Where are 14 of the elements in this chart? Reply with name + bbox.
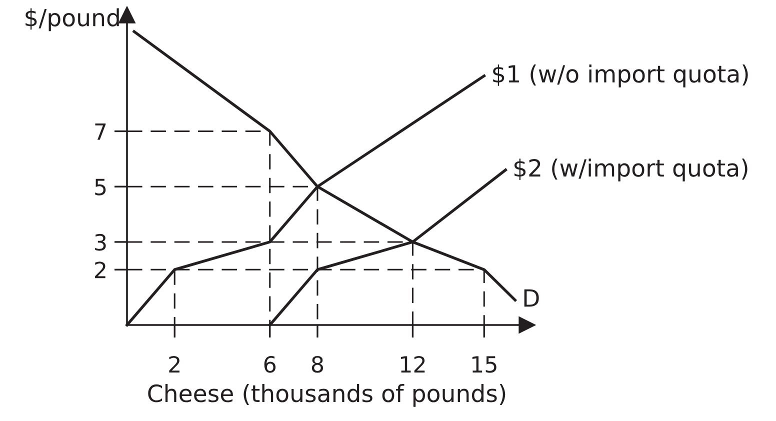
series-label: $2 (w/import quota) xyxy=(514,158,748,182)
series-label: $1 (w/o import quota) xyxy=(493,64,748,88)
x-tick-label: 8 xyxy=(312,356,324,373)
y-axis-title: $/pound xyxy=(26,8,119,32)
y-tick-label: 5 xyxy=(95,178,106,196)
y-tick-label: 7 xyxy=(95,123,106,140)
x-tick-label: 2 xyxy=(169,356,180,372)
x-tick-label: 12 xyxy=(401,356,425,372)
series-label: D xyxy=(524,289,539,307)
x-tick-label: 15 xyxy=(472,356,496,373)
x-tick-label: 6 xyxy=(264,356,276,373)
y-tick-label: 3 xyxy=(95,234,106,251)
y-tick-label: 2 xyxy=(95,262,106,278)
x-axis-title: Cheese (thousands of pounds) xyxy=(148,384,506,407)
